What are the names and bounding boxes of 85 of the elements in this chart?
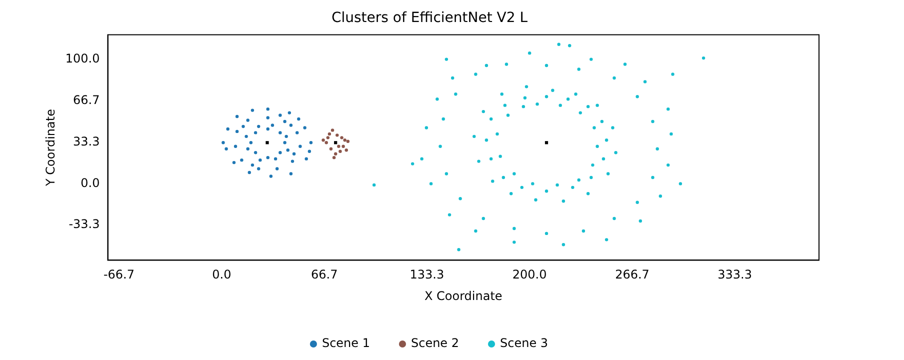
point: [266, 107, 270, 111]
point: [266, 116, 270, 120]
y-tick-label: 33.3: [73, 134, 100, 148]
point: [334, 152, 338, 156]
point: [342, 144, 345, 148]
y-tick-label: 0.0: [80, 176, 100, 190]
point: [340, 136, 344, 140]
legend-label: Scene 1: [322, 336, 370, 350]
point: [296, 131, 299, 134]
point: [257, 124, 260, 128]
point: [329, 147, 333, 150]
point: [334, 141, 338, 144]
point: [303, 126, 306, 130]
x-tick-label: 333.3: [718, 268, 752, 282]
point: [346, 140, 350, 144]
point: [283, 120, 286, 124]
point: [246, 118, 250, 122]
point: [338, 150, 342, 153]
point: [298, 144, 302, 148]
point: [235, 130, 239, 134]
point: [269, 174, 273, 178]
point: [286, 148, 290, 152]
point: [326, 136, 330, 140]
point: [248, 170, 251, 174]
point: [289, 124, 293, 127]
point: [224, 147, 228, 150]
point: [283, 141, 286, 144]
x-tick-label: 133.3: [410, 268, 444, 282]
point: [250, 163, 254, 167]
legend-label: Scene 3: [500, 336, 548, 350]
chart-title: Clusters of EfficientNet V2 L: [331, 10, 528, 26]
point: [309, 141, 313, 144]
point: [544, 141, 548, 144]
point: [240, 158, 244, 162]
point: [258, 158, 262, 162]
y-axis-title: Y Coordinate: [43, 109, 58, 187]
point: [235, 114, 239, 118]
point: [288, 111, 292, 114]
point: [254, 131, 258, 134]
point: [343, 138, 346, 142]
point: [292, 152, 296, 156]
point: [284, 134, 288, 138]
point: [276, 167, 279, 170]
point: [266, 127, 270, 131]
y-tick-label: -33.3: [68, 217, 100, 232]
point: [322, 138, 325, 142]
point: [336, 134, 339, 137]
point: [242, 124, 245, 128]
point: [330, 128, 334, 132]
point: [266, 156, 270, 160]
point: [274, 157, 278, 160]
point: [328, 132, 332, 136]
point: [344, 148, 348, 152]
point: [278, 151, 282, 154]
point: [266, 141, 269, 144]
x-tick-label: -66.7: [103, 268, 135, 282]
x-tick-label: 0.0: [212, 268, 232, 282]
point: [290, 160, 294, 163]
point: [250, 108, 254, 112]
point: [232, 160, 236, 164]
y-tick-label: 66.7: [73, 92, 100, 107]
point: [278, 114, 282, 117]
point: [249, 141, 253, 144]
point: [246, 147, 250, 150]
x-tick-label: 200.0: [512, 268, 547, 282]
point: [297, 117, 300, 121]
point: [257, 167, 260, 170]
point: [304, 157, 308, 160]
legend-label: Scene 2: [410, 336, 460, 350]
point: [278, 131, 282, 134]
point: [270, 124, 274, 127]
x-axis-title: X Coordinate: [424, 288, 502, 303]
point: [244, 134, 248, 138]
point: [324, 141, 328, 144]
point: [234, 144, 238, 148]
point: [308, 150, 312, 153]
point: [254, 151, 258, 154]
point: [332, 156, 336, 160]
point: [337, 144, 340, 148]
point: [226, 127, 230, 131]
x-tick-label: 266.7: [615, 268, 650, 282]
point: [289, 172, 293, 176]
y-tick-label: 100.0: [65, 51, 100, 66]
x-tick-label: 66.7: [311, 268, 338, 282]
point: [222, 141, 225, 144]
